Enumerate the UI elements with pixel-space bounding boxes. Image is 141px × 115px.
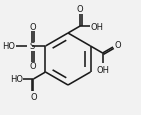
Text: OH: OH (90, 22, 103, 31)
Text: HO: HO (3, 42, 16, 51)
Text: O: O (114, 40, 121, 49)
Text: O: O (30, 61, 37, 70)
Text: O: O (77, 5, 83, 14)
Text: O: O (30, 23, 37, 32)
Text: OH: OH (96, 65, 109, 74)
Text: O: O (30, 92, 37, 101)
Text: HO: HO (10, 75, 23, 84)
Text: S: S (30, 42, 35, 51)
